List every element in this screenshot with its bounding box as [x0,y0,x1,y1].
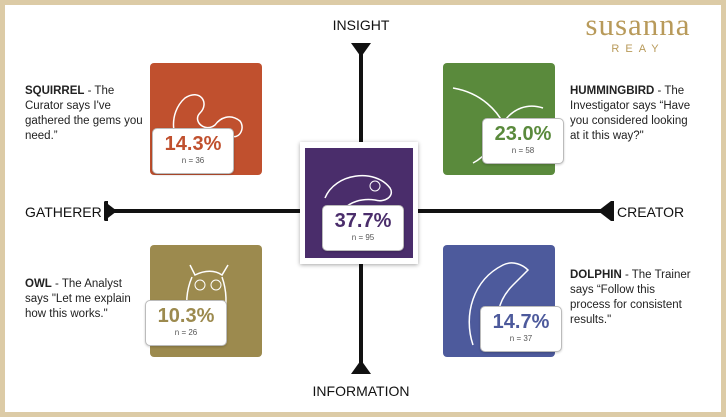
arrow-bottom [351,360,371,374]
squirrel-description: SQUIRREL - The Curator says I've gathere… [25,84,153,144]
sample-size: n = 58 [511,146,535,155]
squirrel-icon [172,93,243,154]
sample-size: n = 95 [351,233,375,242]
owl-stat: 10.3% n = 26 [145,300,227,346]
arrow-top [351,43,371,57]
axis-right-label: CREATOR [617,204,685,220]
owl-description: OWL - The Analyst says "Let me explain h… [25,277,147,322]
chameleon-icon [324,174,392,209]
hummingbird-description: HUMMINGBIRD - The Investigator says “Hav… [570,84,698,144]
percent: 37.7% [334,210,392,232]
brand-name: susanna [585,7,691,42]
axis-left-label: GATHERER [25,204,102,220]
dolphin-icon [468,262,530,346]
dolphin-description: DOLPHIN - The Trainer says “Follow this … [570,268,695,328]
center-stat: 37.7% n = 95 [322,205,404,251]
squirrel-stat: 14.3% n = 36 [152,128,234,174]
sample-size: n = 37 [509,334,533,343]
arrow-right-bar [611,201,614,221]
animal-name: HUMMINGBIRD [570,85,655,97]
percent: 14.7% [492,311,550,333]
description: - The Trainer says “Follow this process … [570,269,691,326]
hummingbird-stat: 23.0% n = 58 [482,118,564,164]
percent: 14.3% [164,133,222,155]
description: - The Analyst says "Let me explain how t… [25,278,131,320]
percent: 23.0% [494,123,552,145]
sample-size: n = 36 [181,156,205,165]
arrow-left-bar [105,201,108,221]
arrow-right [598,201,611,221]
animal-name: OWL [25,278,52,290]
description: - The Curator says I've gathered the gem… [25,85,143,142]
axis-top-label: INSIGHT [332,17,390,33]
percent: 10.3% [157,305,215,327]
description: - The Investigator says “Have you consid… [570,85,691,142]
dolphin-stat: 14.7% n = 37 [480,306,562,352]
sample-size: n = 26 [174,328,198,337]
axis-bottom-label: INFORMATION [312,383,410,399]
animal-name: DOLPHIN [570,269,622,281]
brand-sub: REAY [611,43,665,55]
animal-name: SQUIRREL [25,85,85,97]
